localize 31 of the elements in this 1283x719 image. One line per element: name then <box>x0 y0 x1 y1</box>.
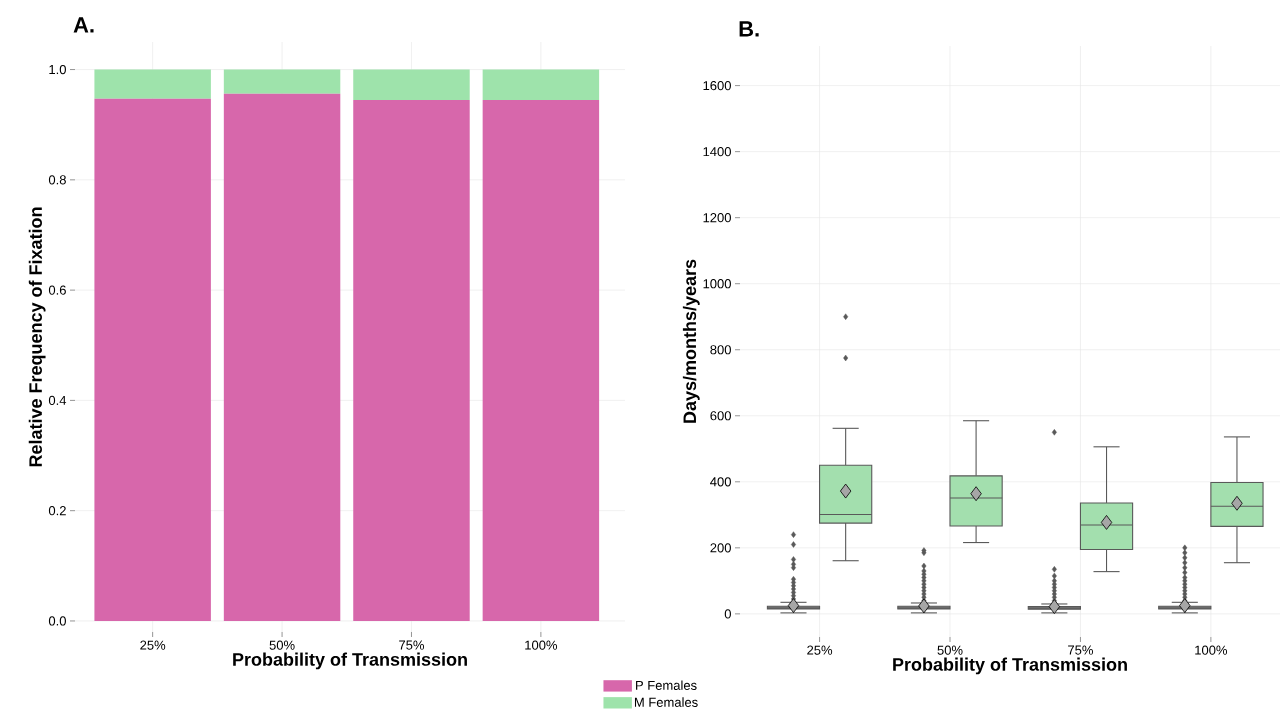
legend-label: P Females <box>636 680 697 690</box>
x-tick-label: 75% <box>1068 645 1093 655</box>
x-axis-title: Probability of Transmission <box>893 657 1127 675</box>
y-tick-label: 0.0 <box>48 616 66 626</box>
y-tick-label: 400 <box>710 477 731 487</box>
y-axis-title: Relative Frequency of Fixation <box>28 207 46 467</box>
x-tick-label: 100% <box>525 640 558 650</box>
y-tick-label: 800 <box>710 345 731 355</box>
y-tick-label: 1200 <box>703 213 731 223</box>
y-tick-label: 0.4 <box>48 395 67 405</box>
chart-title: A. <box>73 17 94 33</box>
x-tick-label: 75% <box>399 640 425 650</box>
x-tick-label: 25% <box>807 645 833 655</box>
y-tick-label: 0 <box>724 609 731 619</box>
x-tick-label: 100% <box>1195 645 1228 655</box>
chart-title: B. <box>739 21 759 37</box>
y-tick-label: 1.0 <box>49 64 66 75</box>
y-axis-title: Days/months/years <box>682 259 700 423</box>
x-tick-label: 25% <box>140 640 166 650</box>
y-tick-label: 1600 <box>703 81 731 91</box>
y-tick-label: 1400 <box>703 147 731 157</box>
y-tick-label: 200 <box>710 543 731 553</box>
x-tick-label: 50% <box>937 645 963 655</box>
y-tick-label: 1000 <box>703 279 731 289</box>
y-tick-label: 0.8 <box>48 175 66 185</box>
y-tick-label: 0.2 <box>48 506 66 516</box>
x-axis-title: Probability of Transmission <box>233 652 467 670</box>
x-tick-label: 50% <box>269 640 295 650</box>
y-tick-label: 0.6 <box>48 285 66 295</box>
legend-label: M Females <box>634 697 698 707</box>
y-tick-label: 600 <box>710 411 731 421</box>
